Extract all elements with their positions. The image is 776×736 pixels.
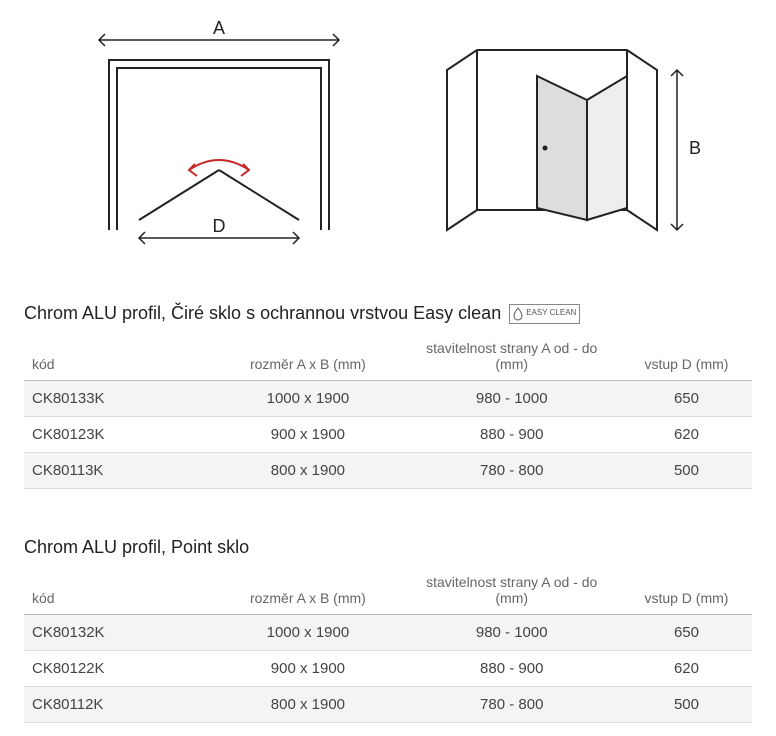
table-row: CK80133K 1000 x 1900 980 - 1000 650 xyxy=(24,381,752,417)
section-1: Chrom ALU profil, Čiré sklo s ochrannou … xyxy=(0,303,776,489)
section-2-title-text: Chrom ALU profil, Point sklo xyxy=(24,537,249,558)
table-row: CK80132K 1000 x 1900 980 - 1000 650 xyxy=(24,615,752,651)
label-A: A xyxy=(213,20,225,38)
col-header: rozměr A x B (mm) xyxy=(213,564,402,615)
section-1-title: Chrom ALU profil, Čiré sklo s ochrannou … xyxy=(24,303,752,324)
col-header: vstup D (mm) xyxy=(621,330,752,381)
label-D: D xyxy=(213,216,226,236)
col-header: kód xyxy=(24,330,213,381)
table-row: CK80122K 900 x 1900 880 - 900 620 xyxy=(24,651,752,687)
col-header: kód xyxy=(24,564,213,615)
section-2: Chrom ALU profil, Point sklo kód rozměr … xyxy=(0,537,776,723)
diagram-row: A D xyxy=(0,0,776,285)
diagram-plan: A D xyxy=(69,20,369,255)
col-header: rozměr A x B (mm) xyxy=(213,330,402,381)
table-row: CK80123K 900 x 1900 880 - 900 620 xyxy=(24,417,752,453)
table-1: kód rozměr A x B (mm) stavitelnost stran… xyxy=(24,330,752,489)
table-row: CK80112K 800 x 1900 780 - 800 500 xyxy=(24,687,752,723)
easy-clean-icon: EASY CLEAN xyxy=(509,304,580,324)
col-header: stavitelnost strany A od - do (mm) xyxy=(403,330,621,381)
table-row: CK80113K 800 x 1900 780 - 800 500 xyxy=(24,453,752,489)
col-header: vstup D (mm) xyxy=(621,564,752,615)
section-2-title: Chrom ALU profil, Point sklo xyxy=(24,537,752,558)
col-header: stavitelnost strany A od - do (mm) xyxy=(403,564,621,615)
label-B: B xyxy=(689,138,701,158)
diagram-3d: B xyxy=(427,20,707,255)
section-1-title-text: Chrom ALU profil, Čiré sklo s ochrannou … xyxy=(24,303,501,324)
table-2: kód rozměr A x B (mm) stavitelnost stran… xyxy=(24,564,752,723)
